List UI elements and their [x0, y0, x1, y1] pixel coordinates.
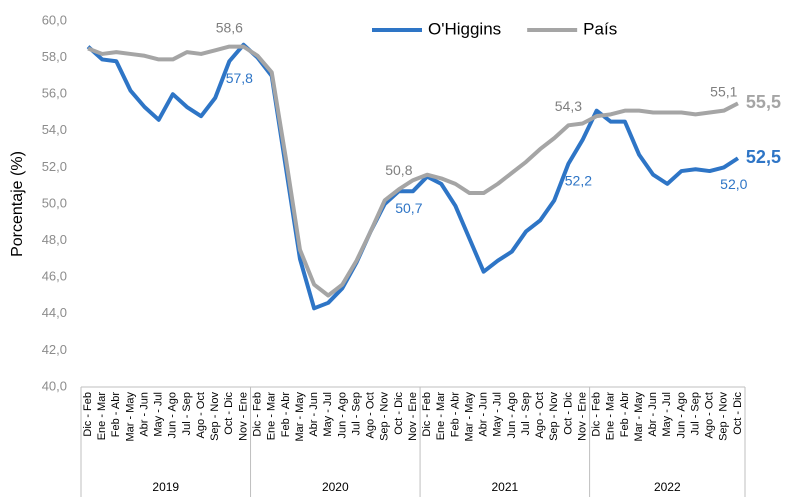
x-tick-label: Ago - Oct	[704, 392, 716, 438]
x-tick-label: Ene - Mar	[435, 392, 447, 441]
x-group-label: 2022	[654, 480, 681, 494]
x-group-label: 2020	[322, 480, 349, 494]
x-tick-label: Oct - Dic	[732, 392, 744, 435]
y-tick-label: 44,0	[42, 305, 67, 320]
x-tick-label: Mar - May	[294, 392, 306, 442]
x-tick-label: Oct - Dic	[562, 392, 574, 435]
x-tick-label: Abr - Jun	[478, 392, 490, 437]
y-axis-label: Porcentaje (%)	[9, 151, 26, 257]
x-tick-label: Jun - Ago	[167, 392, 179, 438]
y-tick-label: 48,0	[42, 232, 67, 247]
x-tick-label: Abr - Jun	[647, 392, 659, 437]
x-tick-label: Dic - Feb	[421, 392, 433, 437]
x-tick-label: Ago - Oct	[195, 392, 207, 438]
line-series	[86, 42, 740, 311]
y-tick-label: 40,0	[42, 378, 67, 393]
x-tick-label: Dic - Feb	[82, 392, 94, 437]
data-label: 50,7	[395, 200, 422, 216]
data-label: 55,1	[710, 83, 737, 99]
x-tick-label: May - Jul	[153, 392, 165, 437]
x-tick-label: Sep - Nov	[379, 392, 391, 441]
x-tick-label: Feb - Abr	[449, 392, 461, 438]
x-tick-label: Nov - Ene	[576, 392, 588, 441]
x-tick-label: Jul - Sep	[350, 392, 362, 435]
x-group-label: 2021	[491, 480, 518, 494]
x-tick-label: Abr - Jun	[138, 392, 150, 437]
x-tick-label: Dic - Feb	[252, 392, 264, 437]
data-label: 55,5	[746, 92, 781, 112]
y-tick-label: 54,0	[42, 122, 67, 137]
y-tick-label: 60,0	[42, 12, 67, 27]
x-tick-label: Ene - Mar	[605, 392, 617, 441]
x-tick-label: Jun - Ago	[675, 392, 687, 438]
x-tick-label: Feb - Abr	[110, 392, 122, 438]
data-label: 57,8	[226, 70, 253, 86]
data-label: 52,5	[746, 147, 781, 167]
data-label: 50,8	[385, 162, 412, 178]
x-tick-label: Mar - May	[633, 392, 645, 442]
data-label: 54,3	[555, 98, 582, 114]
x-tick-label: Ene - Mar	[96, 392, 108, 441]
x-tick-label: May - Jul	[492, 392, 504, 437]
x-tick-label: Feb - Abr	[619, 392, 631, 438]
x-tick-label: Ago - Oct	[534, 392, 546, 438]
x-tick-label: Jul - Sep	[520, 392, 532, 435]
x-tick-label: Sep - Nov	[209, 392, 221, 441]
y-tick-label: 46,0	[42, 269, 67, 284]
y-tick-label: 56,0	[42, 86, 67, 101]
x-tick-label: Jul - Sep	[689, 392, 701, 435]
x-tick-label: Dic - Feb	[591, 392, 603, 437]
x-tick-label: May - Jul	[322, 392, 334, 437]
x-tick-label: Nov - Ene	[407, 392, 419, 441]
y-tick-label: 52,0	[42, 159, 67, 174]
x-tick-label: Oct - Dic	[393, 392, 405, 435]
x-tick-label: Mar - May	[124, 392, 136, 442]
x-tick-label: Ago - Oct	[365, 392, 377, 438]
x-tick-label: Ene - Mar	[266, 392, 278, 441]
x-tick-label: Jun - Ago	[506, 392, 518, 438]
y-tick-label: 50,0	[42, 195, 67, 210]
data-label: 52,2	[565, 172, 592, 188]
x-group-label: 2019	[152, 480, 179, 494]
x-tick-label: May - Jul	[661, 392, 673, 437]
legend-label: O'Higgins	[428, 19, 501, 38]
x-tick-label: Sep - Nov	[548, 392, 560, 441]
y-tick-label: 58,0	[42, 49, 67, 64]
data-label: 58,6	[216, 19, 243, 35]
x-tick-label: Sep - Nov	[718, 392, 730, 441]
x-tick-label: Abr - Jun	[308, 392, 320, 437]
legend-label: País	[583, 19, 617, 38]
line-series	[87, 44, 739, 298]
x-tick-label: Oct - Dic	[223, 392, 235, 435]
y-tick-label: 42,0	[42, 342, 67, 357]
x-tick-label: Jul - Sep	[181, 392, 193, 435]
x-tick-label: Feb - Abr	[280, 392, 292, 438]
x-tick-label: Nov - Ene	[237, 392, 249, 441]
data-label: 52,0	[720, 176, 747, 192]
x-tick-label: Mar - May	[463, 391, 475, 441]
x-tick-label: Jun - Ago	[336, 392, 348, 438]
